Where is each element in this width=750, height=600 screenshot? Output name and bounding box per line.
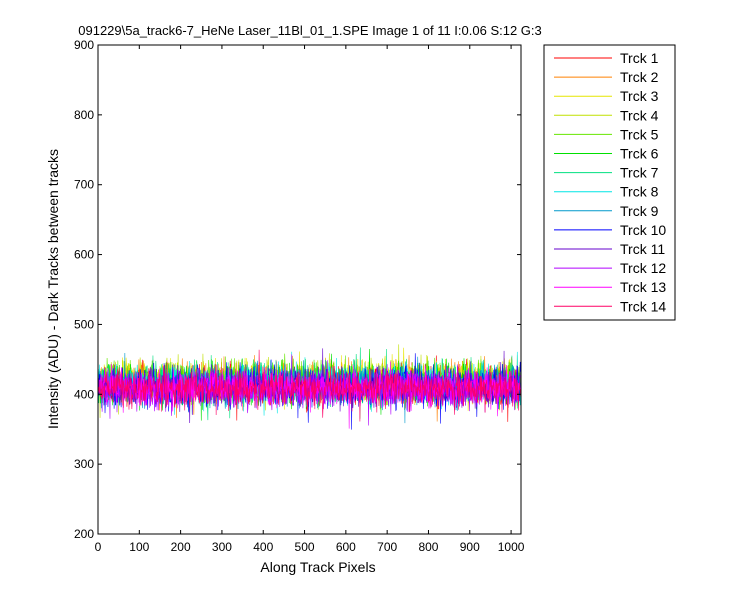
legend: Trck 1 Trck 2 Trck 3 Trck 4 Trck 5 Trck 6 Trck… — [543, 44, 676, 321]
legend-label: Trck 1 — [620, 50, 659, 66]
y-tick-label: 900 — [74, 38, 94, 52]
x-tick-label: 300 — [212, 540, 232, 554]
x-axis: 0 100 200 300 400 500 600 700 800 900 1000 — [95, 45, 525, 554]
y-tick-label: 400 — [74, 387, 94, 401]
y-tick-label: 600 — [74, 248, 94, 262]
y-tick-label: 800 — [74, 108, 94, 122]
x-tick-label: 500 — [295, 540, 315, 554]
legend-entry: Trck 9 — [554, 203, 659, 219]
x-tick-label: 200 — [171, 540, 191, 554]
legend-entry: Trck 12 — [554, 260, 666, 276]
legend-label: Trck 2 — [620, 69, 659, 85]
legend-label: Trck 3 — [620, 88, 659, 104]
legend-entry: Trck 10 — [554, 222, 666, 238]
legend-entry: Trck 6 — [554, 146, 659, 162]
x-tick-label: 0 — [95, 540, 102, 554]
legend-label: Trck 11 — [620, 241, 665, 257]
legend-entry: Trck 1 — [554, 50, 659, 66]
legend-entry: Trck 11 — [554, 241, 665, 257]
legend-label: Trck 9 — [620, 203, 659, 219]
y-tick-label: 300 — [74, 457, 94, 471]
x-tick-label: 600 — [336, 540, 356, 554]
legend-label: Trck 4 — [620, 107, 659, 123]
x-tick-label: 400 — [253, 540, 273, 554]
legend-label: Trck 10 — [620, 222, 666, 238]
series-line-14 — [97, 349, 521, 422]
legend-label: Trck 5 — [620, 126, 659, 142]
x-tick-label: 800 — [418, 540, 438, 554]
x-tick-label: 900 — [460, 540, 480, 554]
legend-label: Trck 13 — [620, 279, 666, 295]
legend-label: Trck 7 — [620, 165, 659, 181]
y-tick-label: 200 — [74, 527, 94, 541]
series-layer — [97, 344, 521, 430]
x-tick-label: 700 — [377, 540, 397, 554]
x-tick-label: 100 — [129, 540, 149, 554]
x-tick-label: 1000 — [498, 540, 525, 554]
plot-frame — [97, 44, 522, 535]
y-axis-label: Intensity (ADU) - Dark Tracks between tr… — [45, 149, 61, 429]
legend-entry: Trck 3 — [554, 88, 659, 104]
y-tick-label: 500 — [74, 317, 94, 331]
legend-entry: Trck 13 — [554, 279, 666, 295]
legend-entry: Trck 5 — [554, 126, 659, 142]
y-axis: 200 300 400 500 600 700 800 900 — [74, 38, 521, 541]
legend-label: Trck 8 — [620, 184, 659, 200]
legend-entry: Trck 7 — [554, 165, 659, 181]
y-tick-label: 700 — [74, 178, 94, 192]
plot-area — [98, 45, 521, 534]
legend-label: Trck 6 — [620, 146, 659, 162]
legend-label: Trck 14 — [620, 298, 666, 314]
legend-entry: Trck 14 — [554, 298, 666, 314]
legend-box — [543, 44, 676, 321]
chart-title: 091229\5a_track6-7_HeNe Laser_11Bl_01_1.… — [78, 23, 542, 38]
x-axis-label: Along Track Pixels — [260, 559, 375, 575]
legend-entry: Trck 8 — [554, 184, 659, 200]
legend-entry: Trck 2 — [554, 69, 659, 85]
legend-entry: Trck 4 — [554, 107, 659, 123]
legend-label: Trck 12 — [620, 260, 666, 276]
